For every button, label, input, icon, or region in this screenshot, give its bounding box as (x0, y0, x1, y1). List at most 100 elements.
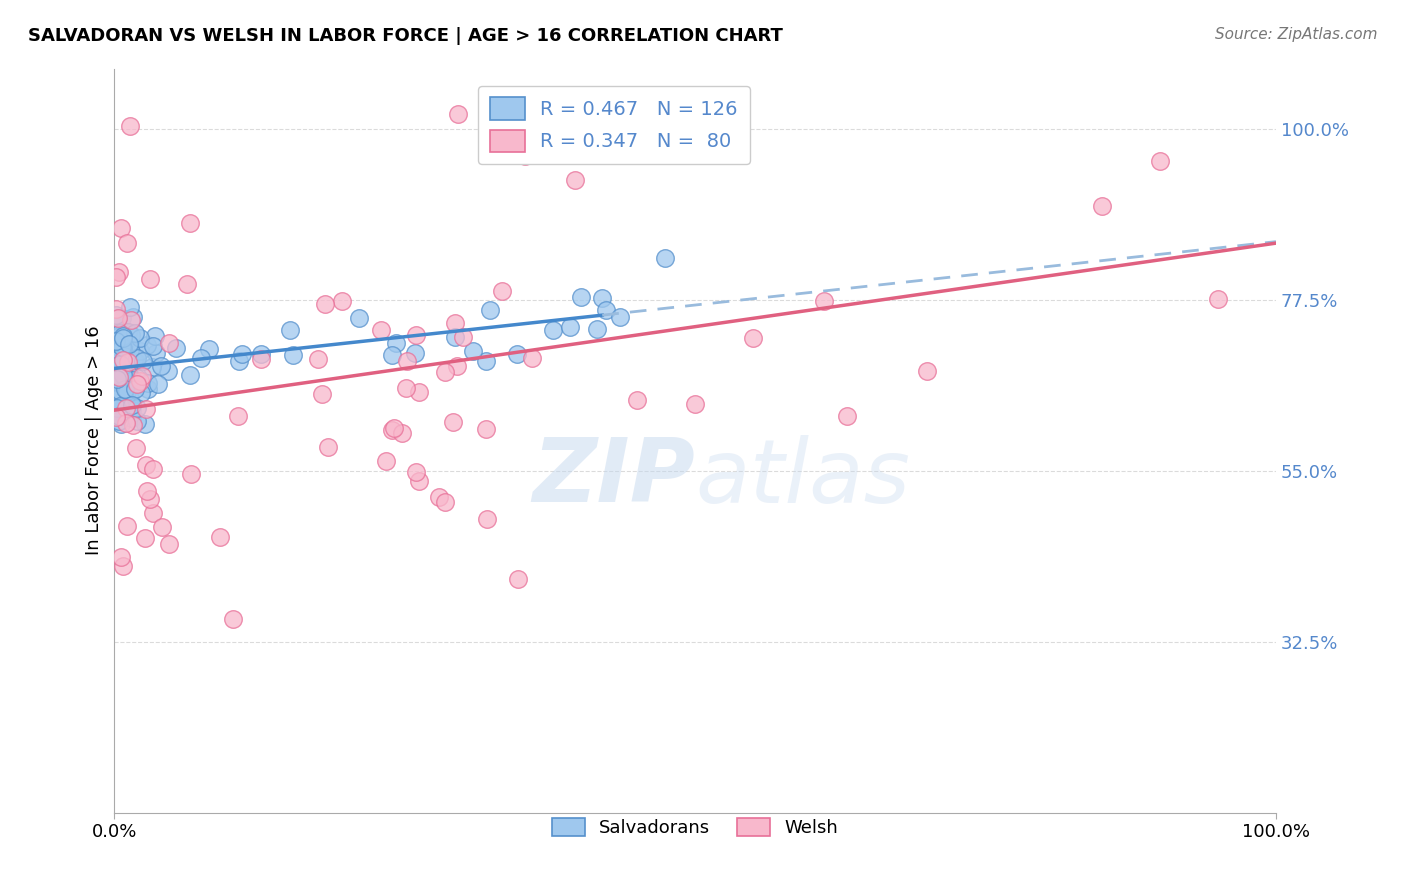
Point (474, 422, 496, 436)
Point (121, 373, 143, 387)
Point (141, 359, 163, 374)
Point (104, 339, 127, 353)
Point (139, 491, 162, 506)
Point (105, 352, 128, 367)
Point (444, 330, 467, 344)
Point (506, 572, 529, 586)
Point (381, 348, 404, 362)
Point (115, 384, 138, 398)
Point (105, 329, 128, 343)
Point (347, 311, 370, 326)
Point (125, 401, 148, 415)
Point (591, 291, 613, 305)
Point (444, 316, 467, 330)
Point (125, 442, 148, 456)
Text: ZIP: ZIP (533, 434, 695, 521)
Point (408, 474, 430, 488)
Point (107, 310, 129, 325)
Point (121, 398, 143, 412)
Point (434, 366, 457, 380)
Point (110, 326, 132, 340)
Point (111, 366, 134, 380)
Point (114, 346, 136, 360)
Point (117, 519, 139, 533)
Point (479, 303, 502, 318)
Point (595, 302, 617, 317)
Point (110, 381, 132, 395)
Point (122, 310, 145, 324)
Point (374, 454, 396, 468)
Legend: Salvadorans, Welsh: Salvadorans, Welsh (546, 811, 845, 845)
Point (121, 402, 143, 417)
Point (104, 334, 127, 349)
Point (129, 385, 152, 400)
Point (122, 373, 145, 387)
Point (385, 335, 408, 350)
Point (145, 346, 167, 360)
Point (405, 328, 427, 343)
Point (107, 359, 129, 373)
Point (146, 376, 169, 391)
Point (609, 310, 631, 324)
Point (129, 374, 152, 388)
Point (314, 297, 336, 311)
Point (404, 345, 426, 359)
Point (117, 354, 139, 368)
Point (104, 310, 127, 325)
Point (541, 323, 564, 337)
Point (104, 392, 127, 407)
Point (112, 355, 135, 369)
Point (1206, 293, 1229, 307)
Point (129, 331, 152, 345)
Point (105, 301, 128, 316)
Text: SALVADORAN VS WELSH IN LABOR FORCE | AGE > 16 CORRELATION CHART: SALVADORAN VS WELSH IN LABOR FORCE | AGE… (28, 27, 783, 45)
Point (105, 401, 128, 415)
Point (120, 343, 142, 357)
Point (118, 119, 141, 133)
Point (114, 351, 136, 366)
Point (127, 377, 149, 392)
Point (281, 349, 304, 363)
Point (311, 386, 333, 401)
Point (118, 391, 141, 405)
Point (124, 326, 146, 341)
Point (125, 351, 148, 365)
Point (118, 368, 141, 382)
Point (395, 381, 418, 395)
Point (111, 405, 134, 419)
Point (108, 376, 131, 390)
Point (107, 333, 129, 347)
Point (112, 353, 135, 368)
Point (120, 313, 142, 327)
Point (250, 351, 273, 366)
Point (124, 383, 146, 397)
Point (104, 350, 127, 364)
Point (447, 107, 470, 121)
Point (143, 329, 166, 343)
Point (835, 409, 858, 423)
Point (114, 416, 136, 430)
Point (105, 409, 128, 424)
Point (120, 327, 142, 342)
Point (112, 330, 135, 344)
Point (112, 399, 135, 413)
Point (111, 339, 134, 353)
Point (110, 220, 132, 235)
Point (120, 359, 142, 373)
Point (586, 321, 609, 335)
Point (180, 467, 202, 482)
Point (197, 343, 219, 357)
Point (108, 414, 131, 428)
Point (108, 358, 131, 372)
Point (124, 354, 146, 368)
Point (451, 330, 474, 344)
Point (165, 341, 187, 355)
Point (391, 425, 413, 440)
Point (110, 405, 132, 419)
Point (108, 372, 131, 386)
Point (136, 376, 159, 390)
Point (110, 417, 132, 431)
Point (122, 353, 145, 368)
Point (231, 347, 253, 361)
Point (111, 558, 134, 573)
